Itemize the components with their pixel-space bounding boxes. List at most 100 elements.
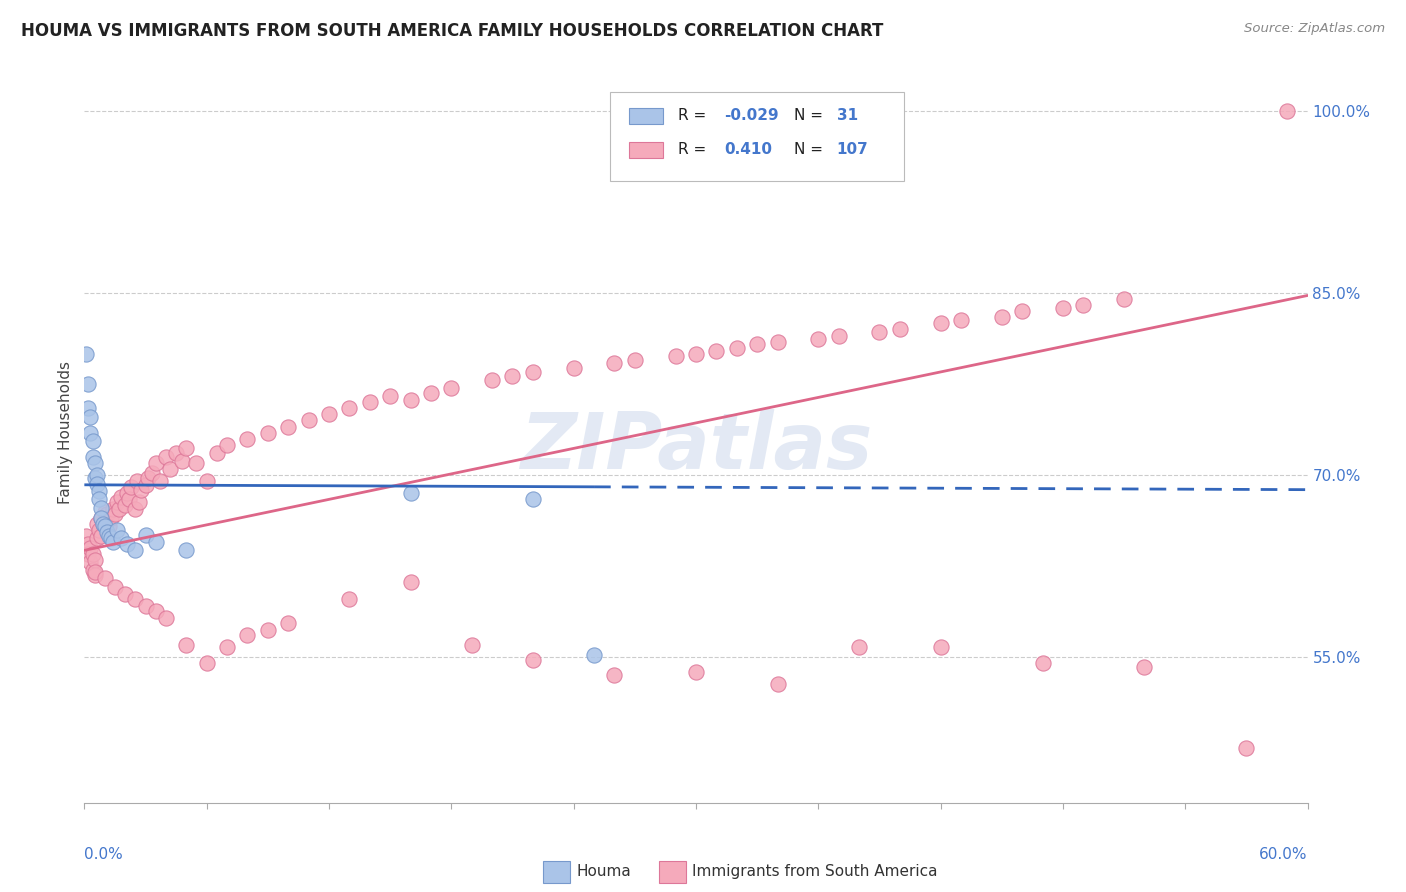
- Point: [79, 425, 101, 440]
- Point: [257, 425, 280, 440]
- Point: [155, 450, 177, 464]
- Point: [90, 500, 112, 515]
- Point: [420, 385, 443, 400]
- Text: R =: R =: [678, 108, 711, 123]
- FancyBboxPatch shape: [659, 861, 686, 883]
- Text: Houma: Houma: [576, 864, 631, 880]
- Point: [105, 495, 128, 509]
- Point: [128, 495, 150, 509]
- Text: N =: N =: [794, 108, 823, 123]
- Point: [502, 368, 524, 383]
- Text: 60.0%: 60.0%: [1260, 847, 1308, 863]
- Point: [127, 474, 149, 488]
- Point: [115, 537, 138, 551]
- Point: [141, 466, 163, 480]
- Text: HOUMA VS IMMIGRANTS FROM SOUTH AMERICA FAMILY HOUSEHOLDS CORRELATION CHART: HOUMA VS IMMIGRANTS FROM SOUTH AMERICA F…: [21, 22, 883, 40]
- Point: [114, 499, 136, 513]
- Point: [807, 332, 830, 346]
- Point: [110, 531, 132, 545]
- Point: [108, 502, 131, 516]
- Point: [83, 470, 105, 484]
- Point: [91, 516, 114, 531]
- Point: [217, 438, 239, 452]
- Point: [339, 401, 361, 416]
- Point: [90, 529, 112, 543]
- Point: [1011, 304, 1033, 318]
- Point: [929, 317, 952, 331]
- Point: [82, 547, 104, 561]
- Point: [124, 591, 146, 606]
- Point: [359, 395, 381, 409]
- Point: [124, 543, 146, 558]
- Point: [277, 419, 299, 434]
- Text: N =: N =: [794, 143, 823, 157]
- Point: [603, 668, 626, 682]
- Point: [87, 523, 110, 537]
- Point: [79, 409, 101, 424]
- Point: [399, 574, 422, 589]
- Point: [1277, 103, 1299, 118]
- Point: [522, 365, 544, 379]
- Point: [93, 571, 115, 585]
- Point: [236, 628, 259, 642]
- Point: [339, 591, 361, 606]
- Point: [172, 453, 194, 467]
- Point: [440, 381, 463, 395]
- Point: [380, 389, 402, 403]
- Point: [1114, 292, 1136, 306]
- Text: R =: R =: [678, 143, 711, 157]
- Point: [120, 480, 142, 494]
- Point: [155, 611, 177, 625]
- Y-axis label: Family Households: Family Households: [58, 361, 73, 504]
- Point: [101, 502, 124, 516]
- Point: [217, 640, 239, 655]
- Point: [298, 413, 321, 427]
- Point: [77, 537, 100, 551]
- Text: -0.029: -0.029: [724, 108, 779, 123]
- Point: [135, 599, 157, 614]
- Point: [145, 534, 167, 549]
- Point: [83, 565, 105, 579]
- Text: 0.410: 0.410: [724, 143, 772, 157]
- Text: Source: ZipAtlas.com: Source: ZipAtlas.com: [1244, 22, 1385, 36]
- Point: [83, 567, 105, 582]
- Point: [83, 456, 105, 470]
- FancyBboxPatch shape: [543, 861, 569, 883]
- Point: [583, 648, 606, 662]
- Point: [1052, 301, 1074, 315]
- Point: [97, 519, 120, 533]
- Point: [83, 553, 105, 567]
- Point: [149, 474, 172, 488]
- Point: [725, 341, 748, 355]
- Point: [114, 587, 136, 601]
- Point: [205, 446, 228, 460]
- Point: [624, 352, 647, 367]
- Point: [766, 677, 789, 691]
- Point: [86, 531, 108, 545]
- Point: [86, 468, 108, 483]
- Point: [135, 478, 157, 492]
- Point: [90, 510, 112, 524]
- Point: [929, 640, 952, 655]
- Point: [96, 525, 118, 540]
- Point: [522, 492, 544, 507]
- Point: [101, 534, 124, 549]
- Point: [159, 462, 181, 476]
- Point: [104, 507, 127, 521]
- Point: [100, 510, 122, 524]
- Point: [145, 456, 167, 470]
- Text: 107: 107: [837, 143, 869, 157]
- Point: [110, 490, 132, 504]
- Point: [86, 516, 108, 531]
- Point: [79, 556, 101, 570]
- FancyBboxPatch shape: [628, 108, 664, 124]
- Point: [665, 349, 688, 363]
- FancyBboxPatch shape: [610, 92, 904, 181]
- Point: [165, 446, 187, 460]
- Point: [75, 347, 97, 361]
- Point: [195, 657, 218, 671]
- Point: [257, 624, 280, 638]
- Point: [79, 541, 101, 555]
- Point: [766, 334, 789, 349]
- Point: [174, 543, 197, 558]
